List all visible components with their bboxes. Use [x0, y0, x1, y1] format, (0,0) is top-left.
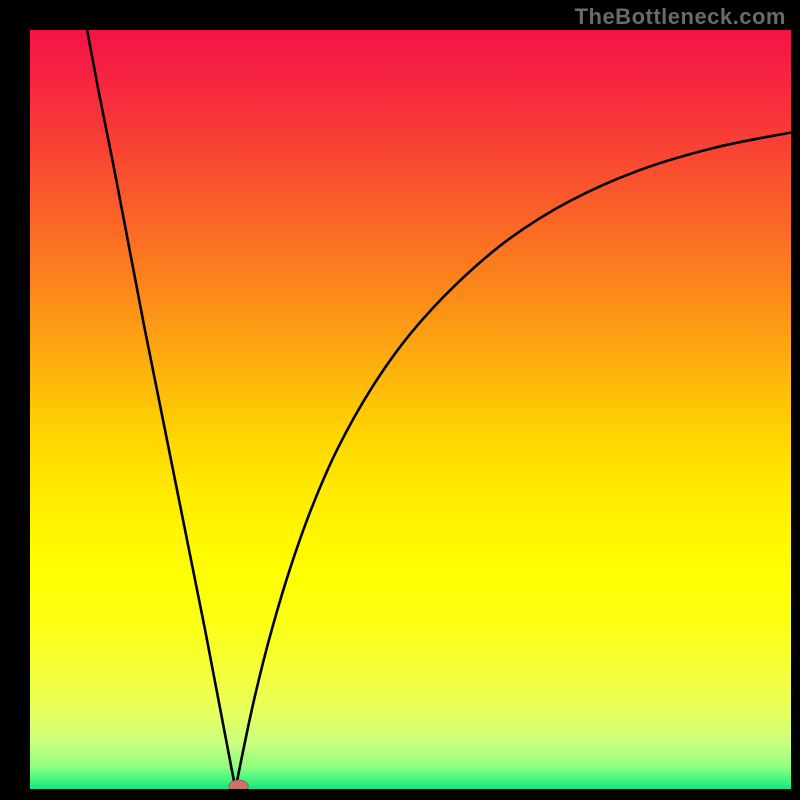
watermark-text: TheBottleneck.com [575, 4, 786, 30]
chart-container: TheBottleneck.com [0, 0, 800, 800]
bottleneck-curve [87, 30, 791, 789]
curve-layer [30, 30, 791, 789]
plot-area [30, 30, 791, 789]
minimum-marker [229, 780, 249, 789]
